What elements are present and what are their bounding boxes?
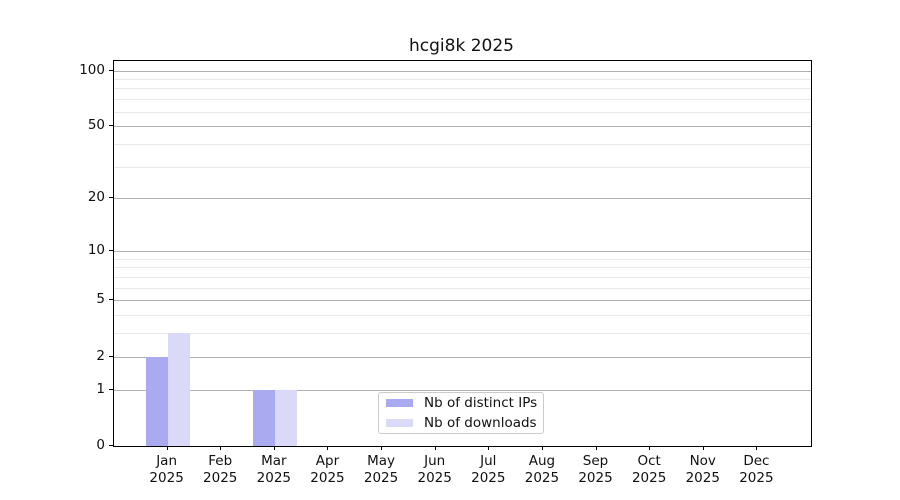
x-tick-label: Oct 2025 [631,453,667,486]
x-tick-mark [166,446,168,450]
minor-gridline [114,258,811,260]
major-gridline [114,356,811,358]
minor-gridline [114,99,811,101]
y-tick-label: 5 [96,291,105,308]
x-tick-mark [702,446,704,450]
x-tick-label: Mar 2025 [256,453,292,486]
minor-gridline [114,143,811,145]
minor-gridline [114,276,811,278]
y-tick-mark [109,299,113,301]
major-gridline [114,70,811,72]
legend-swatch [386,399,413,407]
x-tick-label: Jul 2025 [471,453,506,486]
legend-item: Nb of distinct IPs [386,395,543,412]
x-tick-mark [220,446,222,450]
y-tick-label: 1 [96,380,105,397]
x-tick-label: Nov 2025 [685,453,720,486]
y-tick-mark [109,445,113,446]
x-tick-mark [541,446,543,450]
x-tick-label: Dec 2025 [739,453,774,486]
x-tick-mark [756,446,758,450]
bar-downloads [167,333,190,446]
x-tick-mark [381,446,383,450]
minor-gridline [114,88,811,90]
y-tick-mark [109,249,113,251]
major-gridline [114,300,811,302]
y-tick-mark [109,355,113,357]
minor-gridline [114,267,811,269]
major-gridline [114,389,811,391]
minor-gridline [114,78,811,80]
x-tick-label: Sep 2025 [578,453,613,486]
major-gridline [114,198,811,200]
x-tick-label: Jan 2025 [149,453,184,486]
bar-distinct-ips [145,356,168,446]
major-gridline [114,126,811,128]
y-tick-label: 2 [96,347,105,364]
x-tick-label: Feb 2025 [203,453,238,486]
bar-distinct-ips [252,389,275,446]
minor-gridline [114,111,811,113]
y-tick-mark [109,388,113,390]
x-tick-mark [434,446,436,450]
bar-downloads [274,389,297,446]
y-tick-mark [109,125,113,127]
minor-gridline [114,333,811,335]
x-tick-label: Apr 2025 [310,453,345,486]
x-tick-mark [327,446,329,450]
x-tick-mark [488,446,490,450]
x-tick-mark [649,446,651,450]
x-tick-mark [273,446,275,450]
y-tick-label: 0 [96,437,105,453]
x-tick-mark [595,446,597,450]
minor-gridline [114,166,811,168]
chart-title: hcgi8k 2025 [409,36,514,56]
y-tick-label: 10 [87,241,105,258]
legend-label: Nb of distinct IPs [424,395,538,411]
y-tick-label: 50 [87,117,105,134]
legend-swatch [386,419,413,427]
minor-gridline [114,287,811,289]
legend-label: Nb of downloads [424,415,537,431]
x-tick-label: May 2025 [363,453,399,486]
y-tick-mark [109,69,113,71]
y-tick-label: 20 [87,189,105,206]
y-tick-label: 100 [79,61,105,78]
minor-gridline [114,315,811,317]
major-gridline [114,250,811,252]
plot-area [113,60,812,447]
legend: Nb of distinct IPs Nb of downloads [378,392,544,434]
x-tick-label: Jun 2025 [417,453,452,486]
y-tick-mark [109,197,113,199]
x-tick-label: Aug 2025 [524,453,560,486]
legend-item: Nb of downloads [386,415,543,432]
